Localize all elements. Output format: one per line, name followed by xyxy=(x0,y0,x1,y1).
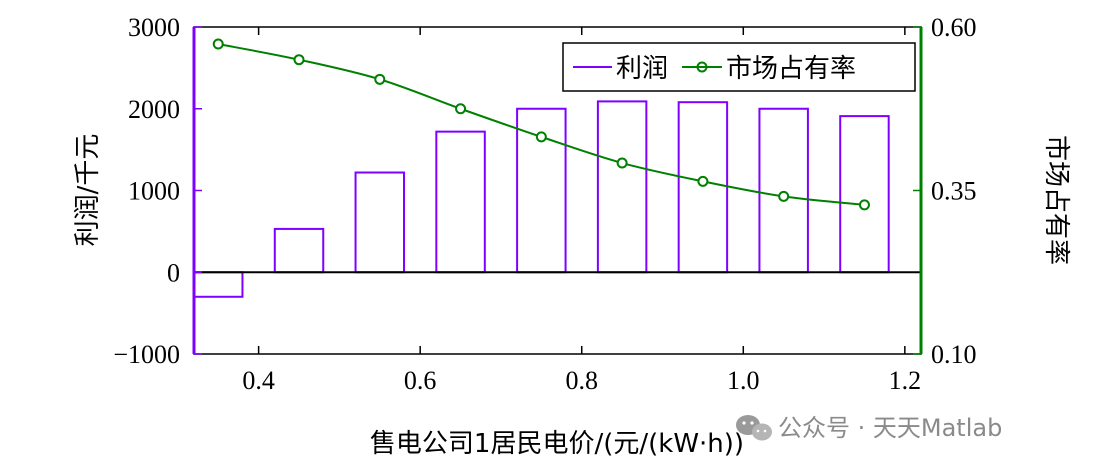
left-tick-label: 1000 xyxy=(128,177,180,206)
wechat-icon xyxy=(736,415,772,441)
watermark-text: 公众号 · 天天Matlab xyxy=(778,414,1002,442)
market-share-point xyxy=(858,199,870,211)
profit-bar xyxy=(839,115,890,274)
market-share-point xyxy=(455,103,467,115)
x-axis-title: 售电公司1居民电价/(元/(kW·h)) xyxy=(370,429,744,459)
legend-label-profit: 利润 xyxy=(616,54,668,84)
left-tick-label: −1000 xyxy=(113,340,180,369)
market-share-point xyxy=(212,38,224,50)
right-tick-label: 0.60 xyxy=(931,13,977,42)
profit-bar xyxy=(435,130,486,274)
legend: 利润 市场占有率 xyxy=(562,42,916,92)
x-tick-label: 0.8 xyxy=(565,366,598,395)
profit-bar xyxy=(758,107,809,274)
profit-bar xyxy=(677,101,729,274)
profit-bar xyxy=(596,100,648,274)
x-tick-label: 0.4 xyxy=(242,366,275,395)
left-axis-ticks: −1000 0 1000 2000 3000 xyxy=(113,13,202,369)
market-share-point xyxy=(374,73,386,85)
market-share-series xyxy=(212,38,870,211)
right-tick-label: 0.10 xyxy=(931,340,977,369)
market-share-point xyxy=(616,157,628,169)
left-tick-label: 0 xyxy=(167,258,180,287)
right-tick-label: 0.35 xyxy=(931,177,977,206)
x-tick-label: 0.6 xyxy=(404,366,437,395)
left-tick-label: 2000 xyxy=(128,95,180,124)
x-tick-label: 1.0 xyxy=(727,366,760,395)
market-share-point xyxy=(778,190,790,202)
legend-box xyxy=(562,42,916,92)
legend-label-market-share: 市场占有率 xyxy=(726,54,856,84)
left-tick-label: 3000 xyxy=(128,13,180,42)
watermark: 公众号 · 天天Matlab xyxy=(736,414,1002,442)
profit-bar xyxy=(193,271,244,298)
market-share-point xyxy=(293,54,305,66)
profit-bar xyxy=(354,171,406,274)
x-axis-ticks: 0.4 0.6 0.8 1.0 1.2 xyxy=(242,27,921,395)
right-axis-title: 市场占有率 xyxy=(1041,135,1071,265)
legend-marker-market-share xyxy=(696,61,708,73)
market-share-point xyxy=(697,175,709,187)
profit-bar xyxy=(273,227,325,274)
left-axis-title: 利润/千元 xyxy=(73,134,103,247)
market-share-point xyxy=(535,131,547,143)
x-tick-label: 1.2 xyxy=(889,366,922,395)
right-axis-ticks: 0.10 0.35 0.60 xyxy=(913,13,977,369)
